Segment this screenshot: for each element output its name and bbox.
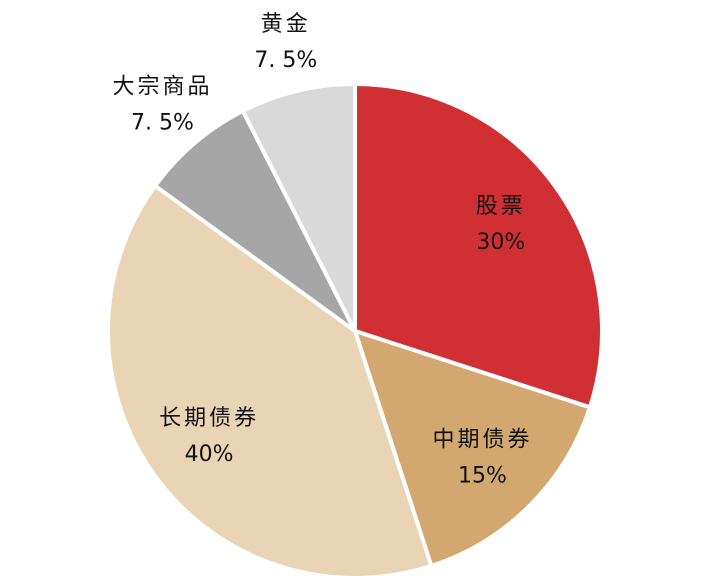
- pie-slice: [106, 183, 434, 580]
- slice-label: 黄金: [261, 12, 311, 37]
- pie-slice: [153, 108, 357, 333]
- slice-value-label: 15%: [458, 463, 507, 488]
- slice-label: 中期债券: [432, 427, 532, 452]
- slice-label: 长期债券: [159, 406, 259, 431]
- slice-label: 大宗商品: [112, 75, 212, 100]
- slice-label: 股票: [476, 194, 526, 219]
- pie-slice: [353, 82, 604, 410]
- pie-slice: [240, 82, 357, 333]
- slice-value-label: 7. 5%: [254, 48, 317, 73]
- slice-value-label: 40%: [185, 442, 234, 467]
- slice-value-label: 30%: [476, 230, 525, 255]
- slice-value-label: 7. 5%: [131, 111, 194, 136]
